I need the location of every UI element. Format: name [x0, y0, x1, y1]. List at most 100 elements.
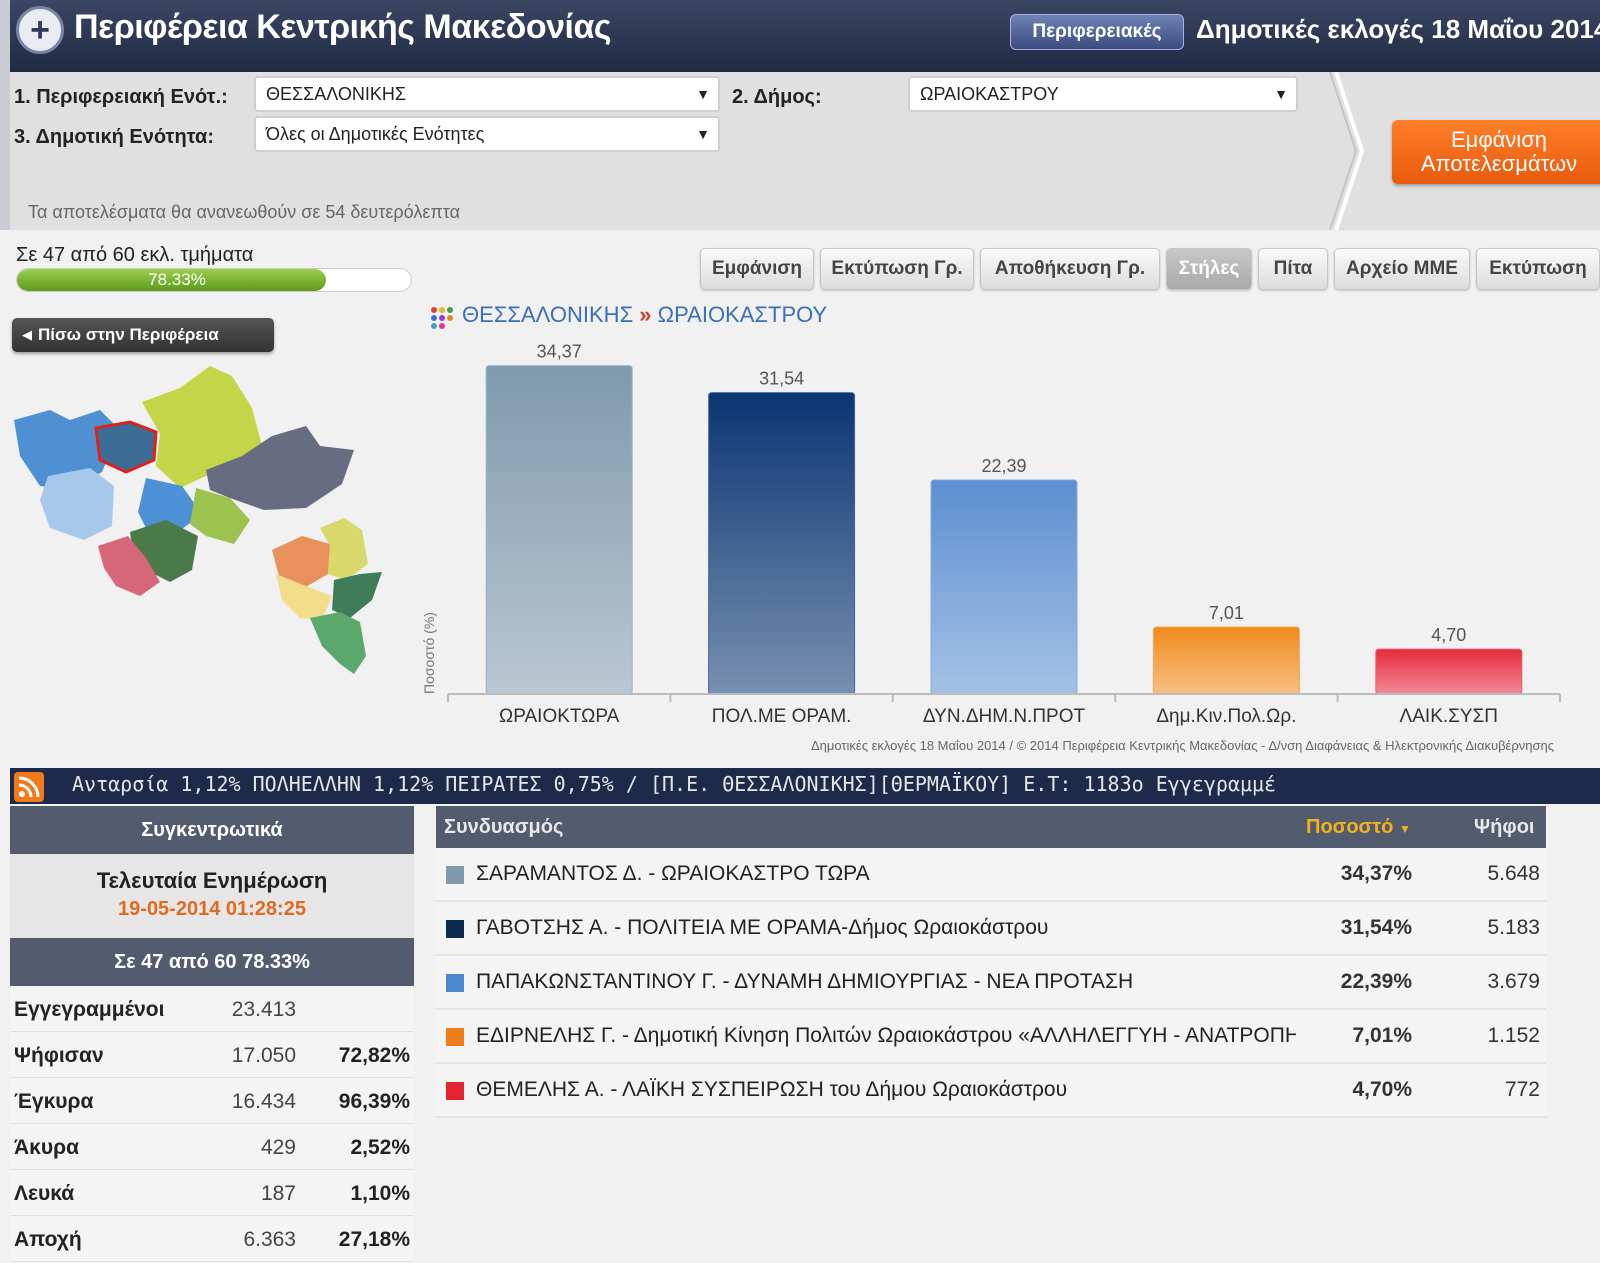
results-bar-chart: 34,37 31,54 22,39 7,01 4,70 ΩΡΑΙΟΚΤΩΡΑ ΠΟΛ.ΜΕ…: [421, 342, 1561, 753]
party-color-swatch: [446, 920, 464, 938]
summary-row-label: Αποχή: [14, 1228, 82, 1251]
bar-value-label: 4,70: [1431, 625, 1466, 645]
summary-row-count: 187: [260, 1182, 296, 1205]
combination-name: ΣΑΡΑΜΑΝΤΟΣ Δ. - ΩΡΑΙΟΚΑΣΤΡΟ ΤΩΡΑ: [476, 862, 870, 885]
progress-label: Σε 47 από 60 εκλ. τμήματα: [16, 244, 254, 266]
progress-percent: 78.33%: [148, 270, 206, 289]
chart-credit: Δημοτικές εκλογές 18 Μαΐου 2014 / © 2014…: [811, 738, 1554, 753]
column-header-percentage[interactable]: Ποσοστό ▼: [1306, 816, 1411, 839]
bar-value-label: 31,54: [759, 369, 804, 389]
election-title: Δημοτικές εκλογές 18 Μαΐου 2014: [1196, 14, 1600, 44]
municipality-select[interactable]: ΩΡΑΙΟΚΑΣΤΡΟΥ ▼: [908, 76, 1298, 112]
column-header-combination[interactable]: Συνδυασμός: [444, 816, 564, 838]
news-ticker: Ανταρσία 1,12% ΠΟΛΗΕΛΛΗΝ 1,12% ΠΕΙΡΑΤΕΣ …: [10, 768, 1600, 804]
summary-row: Έγκυρα 16.434 96,39%: [10, 1078, 414, 1124]
rss-icon[interactable]: [14, 772, 44, 802]
summary-row-pct: 27,18%: [338, 1228, 410, 1251]
sort-desc-icon: ▼: [1398, 822, 1411, 836]
back-to-region-button[interactable]: ◀ Πίσω στην Περιφέρεια: [12, 318, 274, 352]
bar-category-label: ΔΥΝ.ΔΗΜ.Ν.ΠΡΟΤ: [923, 706, 1086, 727]
summary-row-label: Εγγεγραμμένοι: [14, 998, 165, 1021]
breadcrumb-municipality: ΩΡΑΙΟΚΑΣΤΡΟΥ: [657, 302, 828, 327]
progress-fill: [17, 269, 326, 291]
party-color-swatch: [446, 1028, 464, 1046]
table-row[interactable]: ΠΑΠΑΚΩΝΣΤΑΝΤΙΝΟΥ Γ. - ΔΥΝΑΜΗ ΔΗΜΙΟΥΡΓΙΑΣ…: [436, 956, 1546, 1010]
summary-row-label: Άκυρα: [14, 1136, 79, 1159]
municipal-unit-value: Όλες οι Δημοτικές Ενότητες: [266, 124, 485, 144]
table-row[interactable]: ΕΔΙΡΝΕΛΗΣ Γ. - Δημοτική Κίνηση Πολιτών Ω…: [436, 1010, 1546, 1064]
print-button[interactable]: Εκτύπωση: [1476, 248, 1600, 290]
chart-bar[interactable]: [930, 479, 1078, 695]
summary-panel: Συγκεντρωτικά Τελευταία Ενημέρωση 19-05-…: [10, 806, 414, 1263]
column-header-votes[interactable]: Ψήφοι: [1474, 816, 1535, 838]
summary-row-count: 23.413: [231, 998, 296, 1021]
municipal-unit-select[interactable]: Όλες οι Δημοτικές Ενότητες ▼: [254, 116, 720, 152]
media-archive-button[interactable]: Αρχείο ΜΜΕ: [1334, 248, 1470, 290]
summary-row-count: 16.434: [231, 1090, 296, 1113]
combination-votes: 5.183: [1487, 916, 1540, 939]
regional-elections-button[interactable]: Περιφερειακές: [1010, 14, 1184, 50]
save-chart-button[interactable]: Αποθήκευση Γρ.: [980, 248, 1160, 290]
summary-row: Λευκά 187 1,10%: [10, 1170, 414, 1216]
summary-title: Συγκεντρωτικά: [10, 806, 414, 854]
bar-category-label: ΠΟΛ.ΜΕ ΟΡΑΜ.: [712, 706, 852, 727]
ticker-text: Ανταρσία 1,12% ΠΟΛΗΕΛΛΗΝ 1,12% ΠΕΙΡΑΤΕΣ …: [72, 772, 1277, 796]
table-row[interactable]: ΣΑΡΑΜΑΝΤΟΣ Δ. - ΩΡΑΙΟΚΑΣΤΡΟ ΤΩΡΑ 34,37% …: [436, 848, 1546, 902]
combination-percentage: 22,39%: [1340, 970, 1412, 993]
region-map[interactable]: [10, 360, 410, 700]
party-color-swatch: [446, 1082, 464, 1100]
progress-bar: 78.33%: [16, 268, 412, 292]
combination-percentage: 34,37%: [1340, 862, 1412, 885]
summary-row-count: 429: [260, 1136, 296, 1159]
summary-row-pct: 72,82%: [338, 1044, 410, 1067]
back-label: Πίσω στην Περιφέρεια: [38, 325, 219, 344]
municipality-value: ΩΡΑΙΟΚΑΣΤΡΟΥ: [920, 84, 1059, 104]
combination-percentage: 7,01%: [1352, 1024, 1412, 1047]
regional-unit-select[interactable]: ΘΕΣΣΑΛΟΝΙΚΗΣ ▼: [254, 76, 720, 112]
chart-bar[interactable]: [1375, 648, 1523, 695]
party-color-swatch: [446, 866, 464, 884]
combination-name: ΕΔΙΡΝΕΛΗΣ Γ. - Δημοτική Κίνηση Πολιτών Ω…: [476, 1024, 1296, 1047]
site-title: Περιφέρεια Κεντρικής Μακεδονίας: [74, 8, 612, 46]
summary-row: Άκυρα 429 2,52%: [10, 1124, 414, 1170]
dropdown-arrow-icon: ▼: [1274, 86, 1288, 102]
table-row[interactable]: ΓΑΒΟΤΣΗΣ Α. - ΠΟΛΙΤΕΙΑ ΜΕ ΟΡΑΜΑ-Δήμος Ωρ…: [436, 902, 1546, 956]
chart-bar[interactable]: [1152, 626, 1300, 695]
summary-progress: Σε 47 από 60 78.33%: [10, 938, 414, 986]
last-update-time: 19-05-2014 01:28:25: [118, 898, 306, 920]
show-button[interactable]: Εμφάνιση: [700, 248, 814, 290]
bar-category-label: ΩΡΑΙΟΚΤΩΡΑ: [499, 706, 620, 727]
x-axis-ticks: [447, 694, 1561, 702]
dropdown-arrow-icon: ▼: [696, 86, 710, 102]
combination-name: ΠΑΠΑΚΩΝΣΤΑΝΤΙΝΟΥ Γ. - ΔΥΝΑΜΗ ΔΗΜΙΟΥΡΓΙΑΣ…: [476, 970, 1134, 993]
last-update-label: Τελευταία Ενημέρωση: [96, 868, 328, 893]
regional-unit-label: 1. Περιφερειακή Ενότ.:: [14, 86, 228, 108]
summary-row-pct: 1,10%: [350, 1182, 410, 1205]
regional-unit-value: ΘΕΣΣΑΛΟΝΙΚΗΣ: [266, 84, 407, 104]
breadcrumb-separator: »: [639, 302, 652, 327]
municipality-shapes[interactable]: [14, 366, 382, 674]
summary-row-label: Έγκυρα: [14, 1090, 94, 1113]
bar-value-label: 22,39: [981, 456, 1026, 476]
combination-votes: 5.648: [1487, 862, 1540, 885]
chart-bar[interactable]: [485, 365, 633, 695]
colorful-dots-icon: [431, 307, 453, 329]
breadcrumb-regional-unit[interactable]: ΘΕΣΣΑΛΟΝΙΚΗΣ: [462, 302, 634, 327]
summary-row: Ψήφισαν 17.050 72,82%: [10, 1032, 414, 1078]
chart-bar[interactable]: [708, 392, 856, 695]
site-header: + Περιφέρεια Κεντρικής Μακεδονίας Περιφε…: [0, 0, 1600, 72]
summary-row-label: Ψήφισαν: [14, 1044, 104, 1067]
filter-panel: 1. Περιφερειακή Ενότ.: ΘΕΣΣΑΛΟΝΙΚΗΣ ▼ 2.…: [0, 72, 1600, 230]
back-arrow-icon: ◀: [22, 327, 32, 342]
show-results-button[interactable]: Εμφάνιση Αποτελεσμάτων: [1392, 120, 1600, 184]
table-row[interactable]: ΘΕΜΕΛΗΣ Α. - ΛΑΪΚΗ ΣΥΣΠΕΙΡΩΣΗ του Δήμου …: [436, 1064, 1546, 1118]
bar-value-label: 7,01: [1209, 603, 1244, 623]
summary-row: Αποχή 6.363 27,18%: [10, 1216, 414, 1262]
combination-votes: 1.152: [1487, 1024, 1540, 1047]
print-chart-button[interactable]: Εκτύπωση Γρ.: [820, 248, 974, 290]
bars-view-button[interactable]: Στήλες: [1166, 248, 1252, 290]
pie-view-button[interactable]: Πίτα: [1258, 248, 1328, 290]
municipality-label: 2. Δήμος:: [732, 86, 822, 108]
results-table: Συνδυασμός Ποσοστό ▼ Ψήφοι ΣΑΡΑΜΑΝΤΟΣ Δ.…: [436, 806, 1546, 1118]
last-update-box: Τελευταία Ενημέρωση 19-05-2014 01:28:25: [10, 854, 414, 938]
